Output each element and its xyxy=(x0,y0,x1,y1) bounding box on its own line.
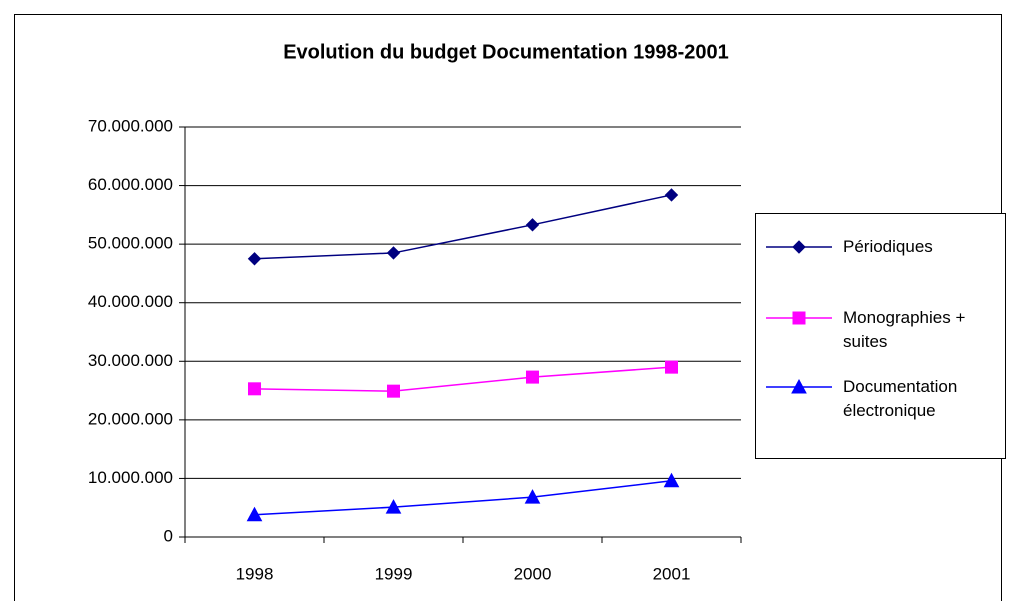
marker xyxy=(387,384,400,398)
x-tick-label: 2000 xyxy=(514,564,552,583)
y-tick-label: 50.000.000 xyxy=(88,234,173,253)
y-tick-label: 0 xyxy=(164,526,173,545)
y-tick-label: 70.000.000 xyxy=(88,116,173,135)
marker xyxy=(664,188,679,202)
x-tick-label: 1998 xyxy=(236,564,274,583)
x-tick-label: 1999 xyxy=(375,564,413,583)
marker xyxy=(525,218,540,232)
y-tick-label: 10.000.000 xyxy=(88,468,173,487)
legend-marker xyxy=(792,240,806,254)
marker xyxy=(247,252,262,266)
marker xyxy=(663,472,680,488)
series-line xyxy=(254,480,672,516)
y-tick-label: 60.000.000 xyxy=(88,175,173,194)
series-line xyxy=(254,366,672,392)
marker xyxy=(246,506,263,522)
legend-label: Périodiques xyxy=(843,237,933,256)
legend-box xyxy=(755,213,1006,459)
marker xyxy=(386,246,401,260)
marker xyxy=(524,489,541,504)
y-tick-label: 40.000.000 xyxy=(88,292,173,311)
marker xyxy=(526,370,539,384)
x-tick-label: 2001 xyxy=(653,564,691,583)
marker xyxy=(248,382,261,396)
y-tick-label: 30.000.000 xyxy=(88,351,173,370)
legend-label: Monographies + suites xyxy=(843,308,966,351)
legend-marker xyxy=(791,378,807,394)
y-tick-label: 20.000.000 xyxy=(88,409,173,428)
legend-marker xyxy=(792,311,806,325)
marker xyxy=(665,360,678,374)
series-line xyxy=(254,194,672,260)
marker xyxy=(385,499,402,514)
chart-title: Evolution du budget Documentation 1998-2… xyxy=(283,41,729,63)
legend-label: Documentation électronique xyxy=(843,377,958,420)
